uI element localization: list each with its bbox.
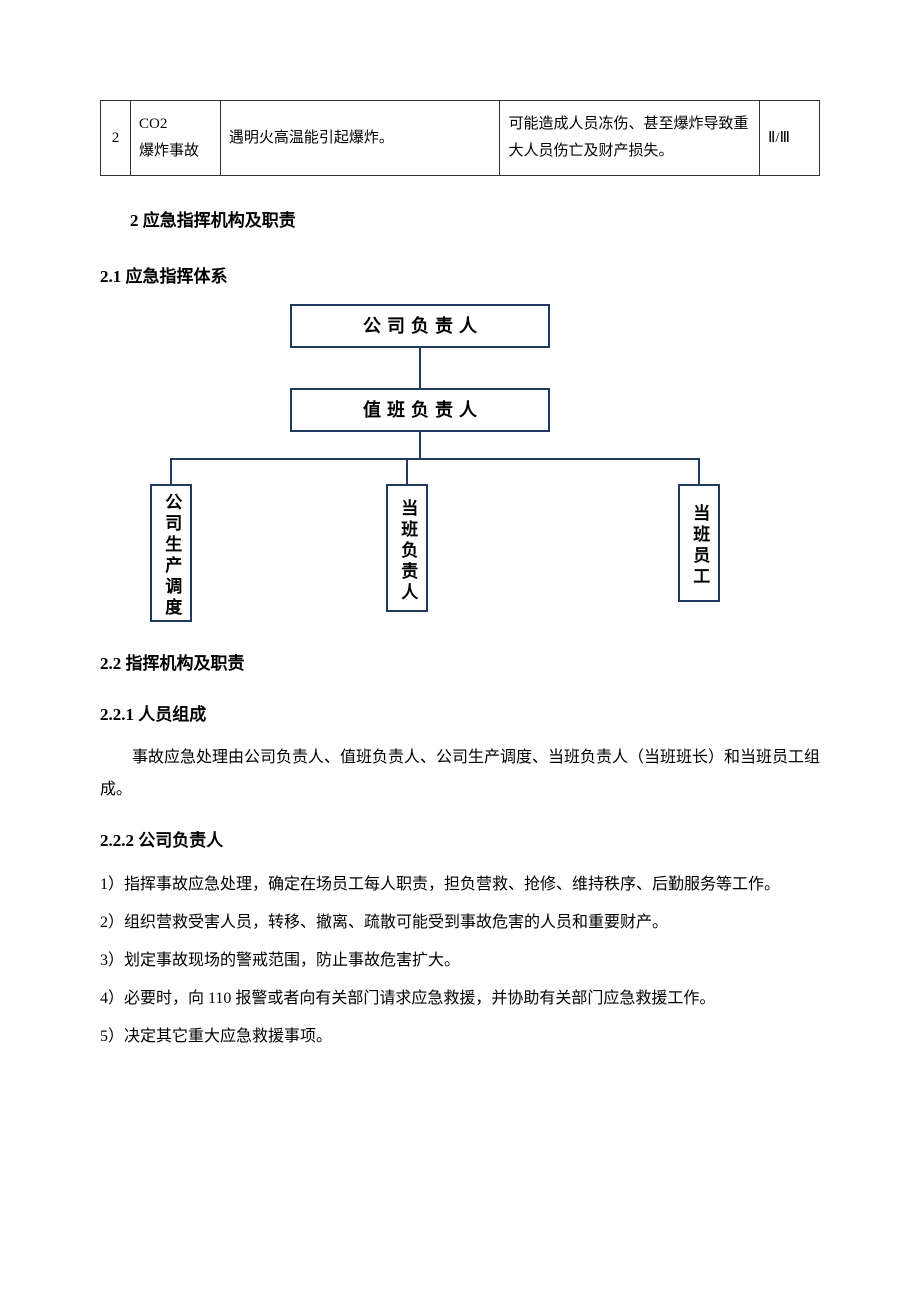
org-node-leaf-2: 当班负责人 <box>386 484 428 612</box>
para-222-4: 4）必要时，向 110 报警或者向有关部门请求应急救援，并协助有关部门应急救援工… <box>100 983 820 1015</box>
risk-table: 2 CO2 爆炸事故 遇明火高温能引起爆炸。 可能造成人员冻伤、甚至爆炸导致重大… <box>100 100 820 176</box>
heading-2: 2 应急指挥机构及职责 <box>130 206 820 237</box>
org-node-top: 公司负责人 <box>290 304 550 348</box>
para-222-2: 2）组织营救受害人员，转移、撤离、疏散可能受到事故危害的人员和重要财产。 <box>100 907 820 939</box>
org-chart: 公司负责人 值班负责人 公司生产调度 当班负责人 当班员工 <box>110 304 810 624</box>
heading-2-1: 2.1 应急指挥体系 <box>100 262 820 293</box>
org-connector <box>170 458 172 484</box>
heading-2-2: 2.2 指挥机构及职责 <box>100 649 820 680</box>
heading-2-2-2: 2.2.2 公司负责人 <box>100 826 820 857</box>
cell-result: 可能造成人员冻伤、甚至爆炸导致重大人员伤亡及财产损失。 <box>500 101 760 176</box>
para-222-3: 3）划定事故现场的警戒范围，防止事故危害扩大。 <box>100 945 820 977</box>
org-connector <box>419 432 421 458</box>
cell-num: 2 <box>101 101 131 176</box>
cell-level: Ⅱ/Ⅲ <box>760 101 820 176</box>
heading-2-2-1: 2.2.1 人员组成 <box>100 700 820 731</box>
para-221: 事故应急处理由公司负责人、值班负责人、公司生产调度、当班负责人（当班班长）和当班… <box>100 742 820 806</box>
cell-cause: 遇明火高温能引起爆炸。 <box>220 101 500 176</box>
org-node-leaf-3: 当班员工 <box>678 484 720 602</box>
table-row: 2 CO2 爆炸事故 遇明火高温能引起爆炸。 可能造成人员冻伤、甚至爆炸导致重大… <box>101 101 820 176</box>
cell-type: CO2 爆炸事故 <box>130 101 220 176</box>
org-connector <box>698 458 700 484</box>
org-connector <box>406 458 408 484</box>
para-222-5: 5）决定其它重大应急救援事项。 <box>100 1021 820 1053</box>
org-node-mid: 值班负责人 <box>290 388 550 432</box>
para-222-1: 1）指挥事故应急处理，确定在场员工每人职责，担负营救、抢修、维持秩序、后勤服务等… <box>100 869 820 901</box>
org-connector <box>170 458 700 460</box>
org-connector <box>419 348 421 388</box>
org-node-leaf-1: 公司生产调度 <box>150 484 192 622</box>
